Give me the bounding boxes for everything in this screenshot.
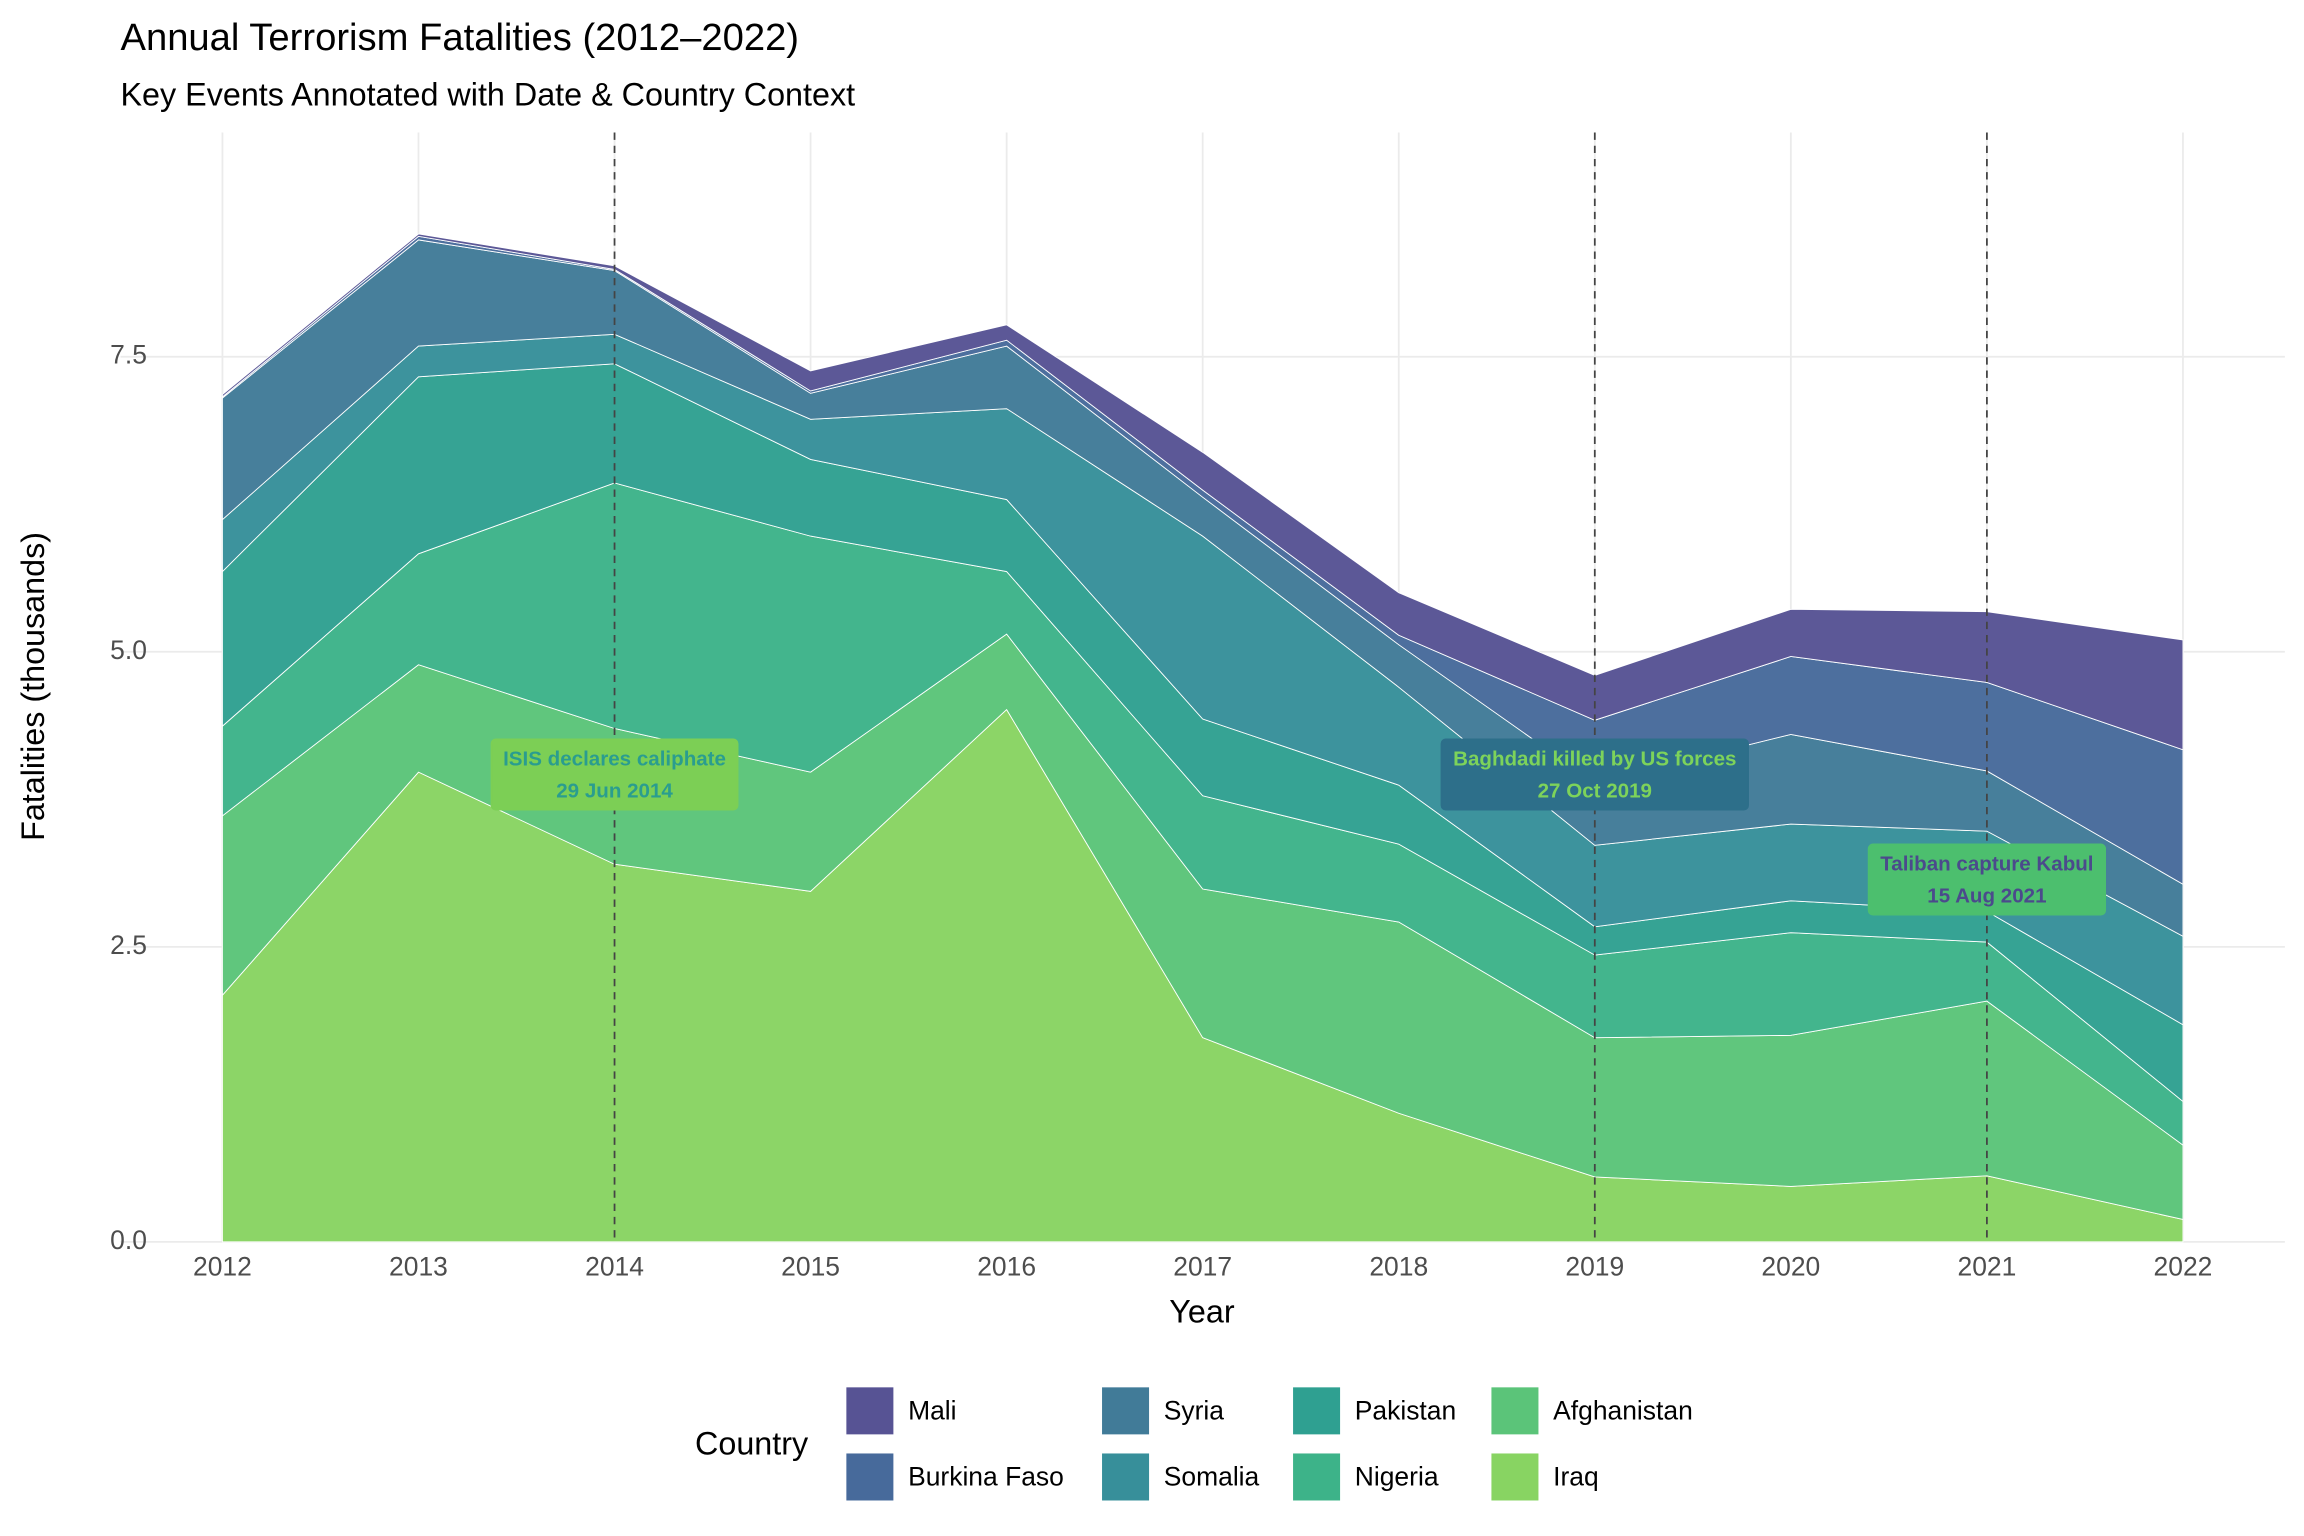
legend-swatch bbox=[1102, 1453, 1150, 1501]
y-tick-label: 7.5 bbox=[110, 340, 147, 370]
annotation-box bbox=[1867, 843, 2107, 916]
legend-label: Afghanistan bbox=[1553, 1395, 1693, 1425]
x-tick-label: 2014 bbox=[585, 1251, 644, 1281]
annotation: ISIS declares caliphate 29 Jun 2014 bbox=[490, 738, 739, 811]
legend-label: Mali bbox=[908, 1395, 956, 1425]
y-tick-label: 5.0 bbox=[110, 635, 147, 665]
legend-label: Somalia bbox=[1164, 1461, 1260, 1491]
annotations: ISIS declares caliphate 29 Jun 2014 Baghda… bbox=[490, 132, 2107, 1242]
annotation-label: Taliban capture Kabul bbox=[1880, 852, 2093, 875]
x-tick-label: 2019 bbox=[1565, 1251, 1624, 1281]
legend-swatch bbox=[1102, 1387, 1150, 1435]
legend-label: Nigeria bbox=[1355, 1461, 1439, 1491]
legend: Mali Burkina Faso Syria Somalia Pakistan Nige… bbox=[846, 1387, 1693, 1501]
x-tick-label: 2018 bbox=[1369, 1251, 1428, 1281]
x-tick-label: 2015 bbox=[781, 1251, 840, 1281]
area bbox=[221, 233, 2184, 751]
annotation-date: 27 Oct 2019 bbox=[1538, 780, 1652, 803]
legend-label: Burkina Faso bbox=[908, 1461, 1064, 1491]
annotation-box bbox=[1440, 738, 1749, 811]
legend-swatch bbox=[1491, 1387, 1539, 1435]
legend-label: Syria bbox=[1164, 1395, 1225, 1425]
y-tick-label: 0.0 bbox=[110, 1225, 147, 1255]
annotation-label: Baghdadi killed by US forces bbox=[1453, 747, 1736, 770]
annotation-date: 29 Jun 2014 bbox=[556, 780, 673, 803]
x-axis-title: Year bbox=[1169, 1293, 1235, 1329]
x-tick-label: 2020 bbox=[1761, 1251, 1820, 1281]
x-tick-label: 2022 bbox=[2154, 1251, 2213, 1281]
legend-swatch bbox=[1491, 1453, 1539, 1501]
annotation-date: 15 Aug 2021 bbox=[1927, 885, 2046, 908]
y-axis-title: Fatalities (thousands) bbox=[15, 532, 51, 841]
legend-swatch bbox=[846, 1453, 894, 1501]
legend-label: Iraq bbox=[1553, 1461, 1599, 1491]
x-tick-label: 2016 bbox=[977, 1251, 1036, 1281]
chart-title: Annual Terrorism Fatalities (2012–2022) bbox=[120, 16, 799, 59]
legend-swatch bbox=[846, 1387, 894, 1435]
annotation: Taliban capture Kabul 15 Aug 2021 bbox=[1867, 843, 2107, 916]
annotation-label: ISIS declares caliphate bbox=[503, 747, 726, 770]
legend-label: Pakistan bbox=[1355, 1395, 1456, 1425]
x-tick-label: 2013 bbox=[389, 1251, 448, 1281]
x-tick-label: 2017 bbox=[1173, 1251, 1232, 1281]
x-tick-label: 2021 bbox=[1957, 1251, 2016, 1281]
legend-title: Country bbox=[695, 1426, 809, 1462]
chart-subtitle: Key Events Annotated with Date & Country… bbox=[120, 77, 855, 113]
legend-swatch bbox=[1293, 1453, 1341, 1501]
annotation: Baghdadi killed by US forces 27 Oct 2019 bbox=[1440, 738, 1749, 811]
annotation-box bbox=[490, 738, 739, 811]
legend-swatch bbox=[1293, 1387, 1341, 1435]
x-tick-label: 2012 bbox=[193, 1251, 252, 1281]
y-tick-label: 2.5 bbox=[110, 930, 147, 960]
